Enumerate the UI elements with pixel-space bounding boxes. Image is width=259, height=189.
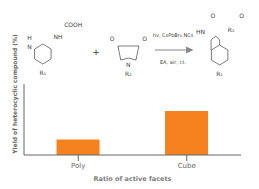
svg-text:Ratio of active facets: Ratio of active facets — [94, 175, 172, 181]
svg-text:R₁: R₁ — [216, 70, 223, 77]
svg-text:N: N — [126, 61, 130, 68]
svg-text:COOH: COOH — [64, 21, 82, 28]
svg-text:O: O — [239, 12, 244, 19]
svg-text:N: N — [27, 43, 32, 50]
svg-text:hv, CsPbBr₃ NCs: hv, CsPbBr₃ NCs — [153, 32, 194, 38]
svg-text:R₁: R₁ — [40, 69, 47, 76]
svg-text:Cube: Cube — [178, 162, 196, 170]
svg-text:EA, air, r.t.: EA, air, r.t. — [160, 59, 187, 65]
svg-text:O: O — [110, 35, 115, 42]
svg-text:HN: HN — [196, 28, 205, 35]
html-text:Yield of heterocyclic compound: Yield of heterocyclic compound (%) — [10, 34, 18, 154]
svg-text:R₂: R₂ — [228, 26, 235, 33]
svg-text:+: + — [92, 47, 100, 57]
svg-text:NH: NH — [54, 33, 63, 40]
svg-text:O: O — [142, 35, 147, 42]
svg-text:H: H — [27, 34, 32, 41]
svg-text:Poly: Poly — [71, 162, 85, 170]
svg-text:O: O — [211, 12, 216, 19]
svg-text:R₂: R₂ — [125, 70, 132, 77]
